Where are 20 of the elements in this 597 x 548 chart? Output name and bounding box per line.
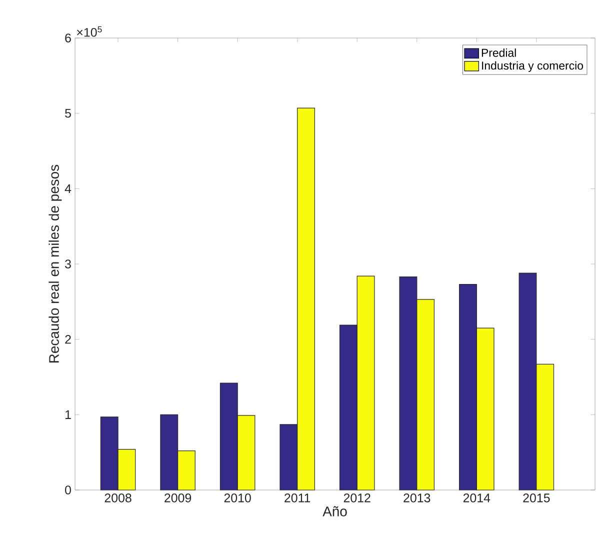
y-tick-label: 6 (65, 34, 71, 42)
y-tick-label: 2 (65, 334, 71, 344)
y-tick-label: 5 (65, 108, 71, 118)
legend-label: Industria y comercio (482, 61, 584, 72)
y-tick-label: 4 (64, 184, 72, 193)
x-tick-label: 2011 (284, 494, 310, 502)
x-tick-label: 2009 (164, 494, 192, 502)
x-tick-label: 2014 (463, 494, 490, 502)
y-tick-label: 1 (66, 410, 71, 419)
y-tick-label: 0 (65, 486, 71, 494)
x-axis-title: Año (322, 506, 347, 516)
text: ×10$^{5}$ (77, 26, 102, 37)
x-tick-label: 2010 (224, 494, 251, 502)
x-tick-label: 2012 (344, 494, 370, 502)
x-tick-label: 2013 (404, 494, 430, 502)
legend-label: Predial (482, 48, 516, 57)
x-tick-label: 2008 (104, 494, 132, 502)
y-tick-label: 3 (65, 260, 71, 268)
y-axis-title: Recaudo real en miles de pesos (48, 164, 62, 362)
x-tick-label: 2015 (523, 494, 550, 502)
